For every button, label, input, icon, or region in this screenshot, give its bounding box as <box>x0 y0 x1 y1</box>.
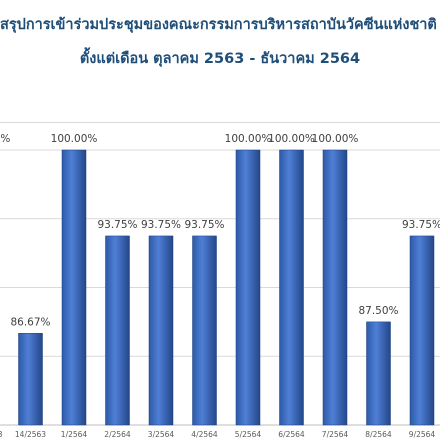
x-tick-label: 5/2564 <box>235 430 262 439</box>
data-label: 100.00% <box>312 133 359 145</box>
bar-14-2563 <box>18 333 43 426</box>
data-label: 100.00% <box>225 133 272 145</box>
bar-3-2564 <box>148 235 174 426</box>
bar-5-2564 <box>235 149 261 426</box>
data-label: 93.75% <box>141 219 181 231</box>
data-label: 100.00% <box>268 133 315 145</box>
bars <box>18 149 435 426</box>
x-tick-label: 4/2564 <box>191 430 218 439</box>
data-label: 93.75% <box>184 219 224 231</box>
data-label: 93.75% <box>402 219 440 231</box>
x-tick-label: 9/2564 <box>409 430 436 439</box>
x-tick-label: 8/2564 <box>365 430 392 439</box>
x-tick-label: 1/2564 <box>61 430 88 439</box>
x-tick-label: 3/2564 <box>148 430 175 439</box>
x-tick-labels: 13/2563 14/2563 1/2564 2/2564 3/2564 4/2564 5/… <box>0 430 435 439</box>
bar-6-2564 <box>279 149 304 426</box>
data-label: 86.67% <box>10 316 50 328</box>
data-label: 87.50% <box>358 305 398 317</box>
x-tick-label: 13/2563 <box>0 430 3 439</box>
bar-2-2564 <box>105 235 130 426</box>
bar-7-2564 <box>322 149 348 426</box>
x-tick-label: 2/2564 <box>104 430 131 439</box>
data-label: 100.00% <box>0 133 10 145</box>
chart-title: สรุปการเข้าร่วมประชุมของคณะกรรมการบริหาร… <box>0 17 440 33</box>
x-tick-label: 6/2564 <box>278 430 305 439</box>
chart-subtitle: ตั้งแต่เดือน ตุลาคม 2563 - ธันวาคม 2564 <box>79 51 361 67</box>
data-label: 100.00% <box>51 133 98 145</box>
bar-1-2564 <box>61 149 87 426</box>
data-labels: 100.00%86.67%100.00%93.75%93.75%93.75%10… <box>0 133 440 328</box>
bar-8-2564 <box>366 321 391 426</box>
data-label: 93.75% <box>97 219 137 231</box>
bar-4-2564 <box>192 235 217 426</box>
x-tick-label: 7/2564 <box>322 430 349 439</box>
bar-9-2564 <box>409 235 435 426</box>
x-tick-label: 14/2563 <box>15 430 46 439</box>
